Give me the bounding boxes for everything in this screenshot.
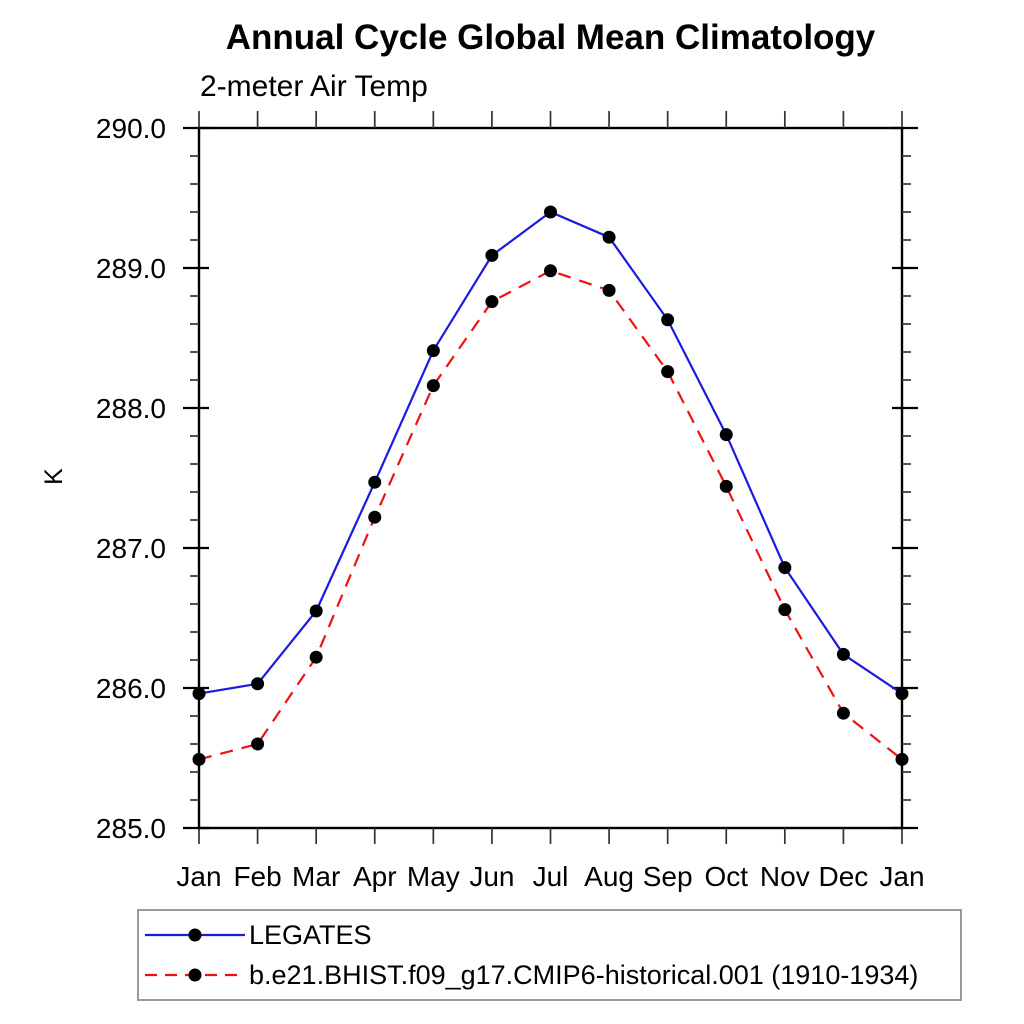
data-point-marker — [661, 313, 675, 327]
data-point-marker — [544, 264, 557, 278]
data-point-marker — [719, 479, 733, 493]
x-tick-label: Jan — [176, 861, 221, 892]
x-tick-label: Oct — [704, 861, 748, 892]
data-point-marker — [778, 561, 792, 575]
y-tick-label: 289.0 — [96, 253, 166, 284]
legend-box: LEGATES b.e21.BHIST.f09_g17.CMIP6-histor… — [137, 909, 962, 1001]
y-axis-labels: 285.0 286.0 287.0 288.0 289.0 290.0 — [96, 113, 166, 844]
data-point-marker — [368, 475, 382, 489]
data-point-marker — [895, 752, 909, 766]
data-point-marker — [426, 379, 440, 393]
x-tick-label: Sep — [643, 861, 693, 892]
y-tick-label: 285.0 — [96, 813, 166, 844]
series-line-0 — [198, 210, 903, 695]
legend-swatch-solid-line-icon — [145, 928, 245, 942]
data-point-marker — [251, 677, 265, 691]
data-point-marker — [309, 650, 323, 664]
legend-entry-legates: LEGATES — [139, 918, 960, 952]
data-point-marker — [192, 752, 206, 766]
data-point-marker — [895, 687, 909, 701]
data-point-marker — [192, 687, 206, 701]
data-point-marker — [485, 295, 499, 309]
y-axis-ticks — [183, 126, 918, 830]
data-point-marker — [544, 205, 557, 219]
legend-entry-model: b.e21.BHIST.f09_g17.CMIP6-historical.001… — [139, 958, 960, 992]
plot-frame — [197, 126, 904, 830]
y-tick-label: 286.0 — [96, 673, 166, 704]
x-tick-label: Nov — [760, 861, 810, 892]
data-point-marker — [602, 283, 616, 297]
y-tick-label: 288.0 — [96, 393, 166, 424]
legend-swatch-dashed-line-icon — [145, 968, 245, 982]
chart-subtitle: 2-meter Air Temp — [200, 70, 428, 103]
data-point-marker — [485, 248, 499, 262]
y-axis-title: K — [39, 468, 68, 485]
x-tick-label: May — [407, 861, 460, 892]
legend-label: b.e21.BHIST.f09_g17.CMIP6-historical.001… — [249, 959, 919, 990]
x-tick-label: Jul — [533, 861, 569, 892]
data-point-marker — [719, 428, 733, 442]
x-axis-ticks — [198, 111, 903, 844]
x-tick-label: Feb — [233, 861, 281, 892]
y-tick-label: 287.0 — [96, 533, 166, 564]
x-axis-labels: Jan Feb Mar Apr May Jun Jul Aug Sep Oct Nov Dec Jan — [176, 861, 924, 892]
data-point-marker — [368, 510, 382, 524]
data-point-marker — [251, 737, 265, 751]
x-tick-label: Mar — [292, 861, 340, 892]
x-tick-label: Jan — [879, 861, 924, 892]
data-point-marker — [836, 706, 850, 720]
series-markers-1 — [192, 264, 909, 766]
chart-title: Annual Cycle Global Mean Climatology — [225, 18, 876, 57]
data-point-marker — [836, 647, 850, 661]
x-tick-label: Jun — [469, 861, 514, 892]
data-point-marker — [661, 365, 675, 379]
y-tick-label: 290.0 — [96, 113, 166, 144]
data-point-marker — [602, 230, 616, 244]
data-point-marker — [778, 603, 792, 617]
data-point-marker — [309, 604, 323, 618]
series-markers-0 — [192, 205, 909, 701]
x-tick-label: Aug — [584, 861, 634, 892]
x-tick-label: Dec — [819, 861, 869, 892]
series-line-1 — [198, 269, 903, 761]
x-tick-label: Apr — [353, 861, 397, 892]
data-point-marker — [426, 344, 440, 358]
legend-label: LEGATES — [249, 919, 372, 950]
